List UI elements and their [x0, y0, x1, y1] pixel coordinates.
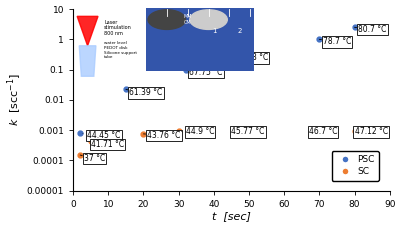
- Y-axis label: $k$  [scc$^{-1}$]: $k$ [scc$^{-1}$]: [6, 73, 24, 126]
- Text: 37 °C: 37 °C: [80, 154, 105, 163]
- Text: 43.76 °C: 43.76 °C: [144, 131, 180, 140]
- Text: 45.77 °C: 45.77 °C: [231, 127, 265, 136]
- Polygon shape: [77, 16, 98, 46]
- Text: 1: 1: [213, 28, 217, 34]
- Circle shape: [148, 10, 186, 30]
- Text: 44.9 °C: 44.9 °C: [181, 127, 214, 136]
- Text: 41.71 °C: 41.71 °C: [91, 140, 124, 149]
- Text: 67.75 °C: 67.75 °C: [186, 68, 223, 77]
- Text: 80.7 °C: 80.7 °C: [354, 25, 387, 34]
- Text: Laser
stimulation
800 nm: Laser stimulation 800 nm: [104, 20, 132, 36]
- X-axis label: t  [sec]: t [sec]: [212, 211, 251, 222]
- Legend: PSC, SC: PSC, SC: [332, 151, 379, 181]
- Text: water level
PEDOT disk
Silicone support
tube: water level PEDOT disk Silicone support …: [104, 41, 137, 59]
- Text: 47.12 °C: 47.12 °C: [354, 127, 388, 136]
- Text: 73.48 °C: 73.48 °C: [227, 54, 268, 62]
- Text: 2: 2: [238, 28, 242, 34]
- Text: 44.45 °C: 44.45 °C: [83, 131, 121, 140]
- Text: 46.7 °C: 46.7 °C: [309, 127, 337, 136]
- Polygon shape: [79, 46, 96, 76]
- Text: 78.7 °C: 78.7 °C: [319, 37, 351, 46]
- Text: 61.39 °C: 61.39 °C: [126, 89, 163, 97]
- Text: MM
CM: MM CM: [183, 14, 192, 25]
- FancyBboxPatch shape: [146, 8, 254, 71]
- Circle shape: [190, 10, 227, 30]
